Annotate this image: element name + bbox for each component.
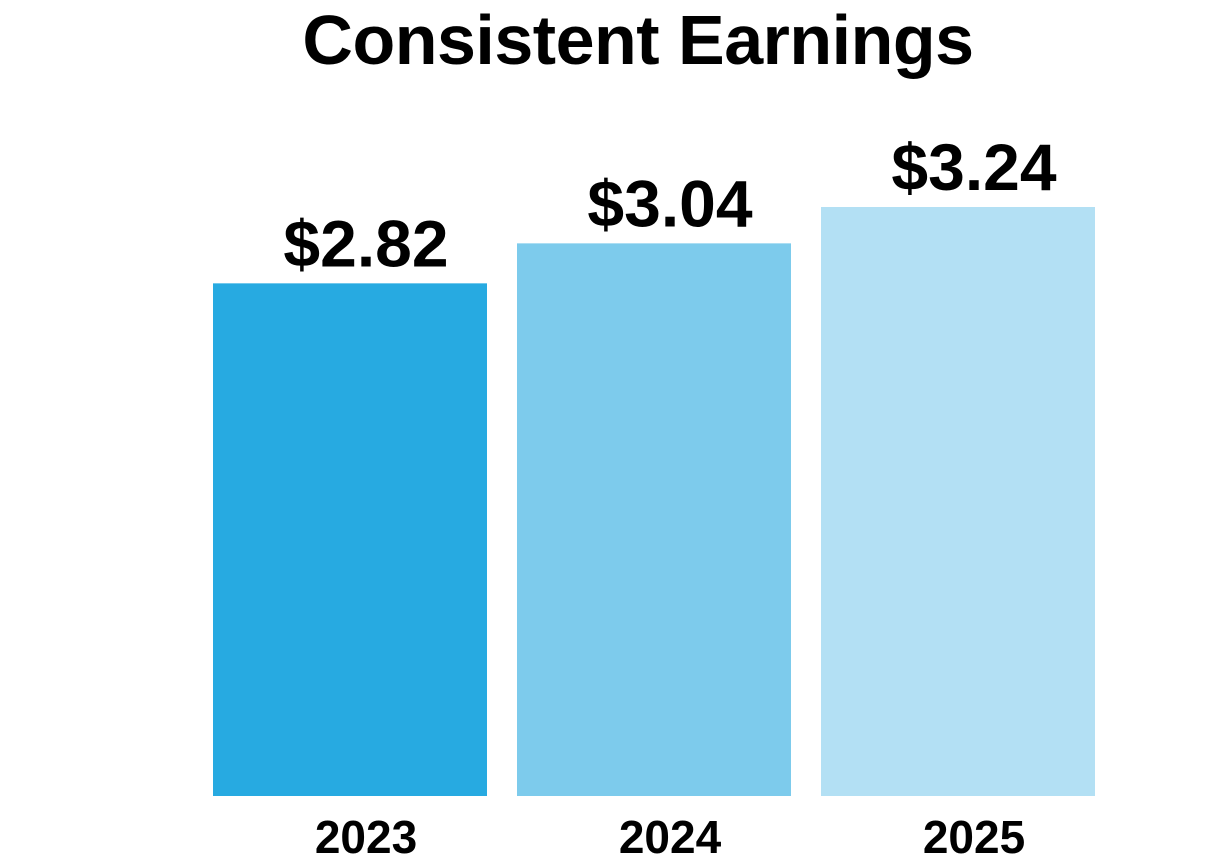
bars-layer: [213, 207, 1095, 797]
chart-title: Consistent Earnings: [302, 1, 974, 79]
bar-2025: [821, 207, 1095, 796]
bar-2024: [517, 243, 791, 796]
bar-2023: [213, 283, 487, 797]
bar-value-label-2025: $3.24: [891, 130, 1056, 204]
x-tick-label-2024: 2024: [619, 811, 722, 863]
bar-value-label-2024: $3.04: [587, 166, 752, 240]
bar-value-label-2023: $2.82: [283, 206, 448, 280]
value-labels-layer: $2.82 $3.04 $3.24: [283, 130, 1056, 280]
x-axis-tick-labels: 2023 2024 2025: [315, 811, 1025, 863]
x-tick-label-2025: 2025: [923, 811, 1025, 863]
x-tick-label-2023: 2023: [315, 811, 417, 863]
